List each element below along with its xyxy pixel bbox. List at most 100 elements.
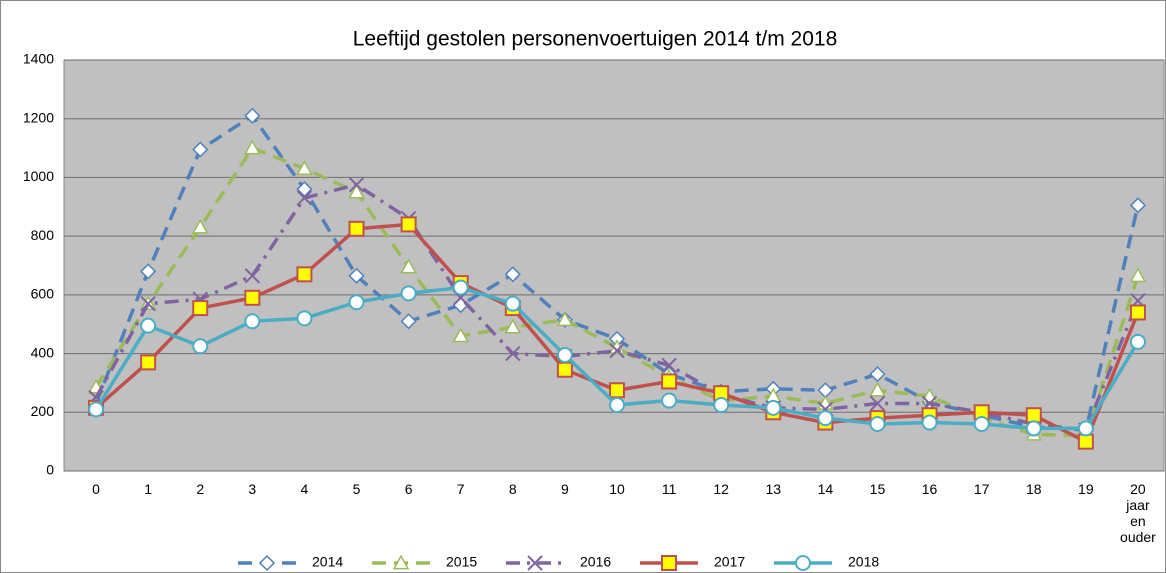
data-point (140, 263, 157, 280)
x-tick-label: 12 (713, 481, 729, 497)
data-point (661, 357, 677, 374)
x-tick-label: 13 (765, 481, 782, 497)
data-point (869, 366, 886, 383)
data-point (869, 395, 886, 412)
data-point (1129, 267, 1147, 283)
data-point (609, 382, 625, 399)
legend-marker (527, 555, 543, 571)
legend-marker (392, 554, 410, 570)
data-point (556, 361, 573, 378)
data-point (296, 190, 313, 206)
data-point (869, 381, 886, 397)
x-tick-label: 3 (248, 481, 257, 497)
data-point (661, 392, 678, 409)
y-tick-label: 1400 (23, 51, 54, 67)
y-tick-label: 0 (46, 462, 54, 478)
y-tick-label: 1000 (23, 168, 54, 184)
data-point (400, 313, 417, 330)
data-point (348, 267, 365, 284)
y-tick-label: 600 (31, 286, 55, 302)
data-point (504, 318, 522, 334)
data-point (921, 414, 938, 431)
x-tick-label: 15 (869, 481, 886, 497)
data-point (192, 300, 209, 317)
legend-label: 2014 (312, 554, 343, 570)
x-tick-label: 0 (92, 481, 100, 497)
data-point (244, 289, 261, 306)
data-point (661, 373, 678, 390)
x-tick-label: 20 jaar en ouder (1120, 481, 1156, 545)
y-tick-label: 400 (31, 344, 55, 360)
x-tick-label: 18 (1025, 481, 1042, 497)
data-point (765, 399, 782, 416)
data-point (348, 177, 365, 193)
data-point (452, 279, 469, 296)
data-point (192, 338, 209, 355)
data-point (817, 410, 834, 427)
data-point (244, 107, 261, 124)
data-point (348, 183, 365, 199)
data-point (400, 216, 417, 233)
data-point (192, 141, 209, 158)
data-point (348, 294, 365, 311)
x-tick-label: 8 (508, 481, 517, 497)
data-point (244, 268, 261, 284)
data-point (400, 258, 417, 274)
data-point (296, 310, 313, 327)
data-point (973, 416, 990, 433)
data-point (1077, 420, 1094, 437)
data-point (88, 401, 105, 418)
x-tick-label: 5 (352, 481, 361, 497)
data-point (296, 160, 313, 175)
data-point (191, 218, 209, 234)
y-tick-label: 800 (31, 227, 55, 243)
data-point (1129, 304, 1146, 321)
x-tick-label: 11 (661, 481, 677, 497)
chart-title: Leeftijd gestolen personenvoertuigen 201… (353, 28, 838, 51)
x-tick-label: 17 (973, 481, 990, 497)
data-point (556, 347, 573, 364)
x-tick-label: 10 (609, 481, 625, 497)
data-point (296, 266, 313, 283)
legend-marker (661, 555, 677, 571)
x-tick-label: 1 (144, 481, 153, 497)
data-point (1129, 197, 1147, 214)
data-point (140, 354, 157, 371)
data-point (505, 345, 521, 362)
data-point (244, 139, 261, 155)
legend-label: 2015 (446, 554, 477, 570)
data-point (713, 396, 730, 413)
data-point (1129, 333, 1146, 350)
series-line (94, 182, 1140, 432)
x-tick-label: 19 (1078, 481, 1094, 497)
data-point (869, 416, 886, 433)
legend-marker (795, 555, 811, 571)
x-tick-label: 4 (300, 481, 309, 497)
legend-label: 2018 (848, 554, 879, 570)
data-point (452, 327, 469, 343)
y-tick-label: 200 (31, 403, 55, 419)
data-point (1025, 407, 1042, 424)
data-point (609, 396, 625, 413)
x-tick-label: 16 (921, 481, 938, 497)
data-point (348, 220, 365, 237)
legend-label: 2017 (714, 554, 745, 570)
x-tick-label: 2 (196, 481, 205, 497)
data-point (556, 311, 574, 327)
x-tick-label: 7 (456, 481, 465, 497)
x-tick-label: 9 (560, 481, 569, 497)
data-point (296, 181, 313, 198)
y-tick-label: 1200 (23, 109, 54, 125)
x-tick-label: 6 (404, 481, 413, 497)
data-point (400, 285, 417, 302)
data-point (244, 313, 261, 330)
data-point (504, 266, 521, 283)
x-tick-label: 14 (817, 481, 834, 497)
data-point (609, 342, 625, 359)
data-point (1025, 420, 1042, 437)
legend-marker (258, 554, 276, 572)
data-point (140, 295, 156, 312)
data-point (1077, 433, 1094, 450)
